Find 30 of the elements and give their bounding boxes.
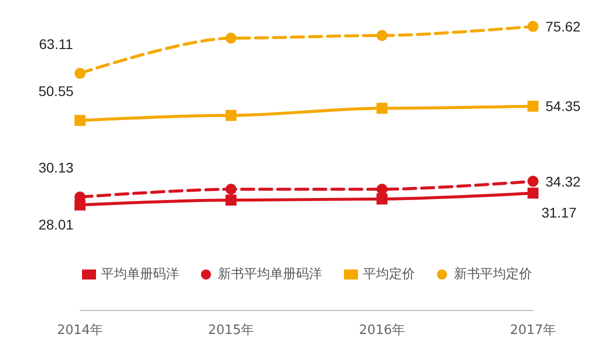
point [376,184,388,195]
point [528,176,538,187]
point [528,188,538,199]
x-tick-label: 2017年 [510,323,556,338]
point [226,110,236,121]
x-tick-label: 2016年 [358,323,406,338]
legend-label: 平均定价 [363,267,415,282]
data-label: 28.01 [38,216,74,232]
point [226,184,236,195]
legend-label: 新书平均单册码洋 [218,267,322,282]
point [376,194,388,204]
legend-label: 平均单册码洋 [101,267,179,282]
point [74,68,86,79]
data-label: 63.11 [39,36,74,52]
data-label: 75.62 [546,18,581,34]
x-tick-label: 2015年 [208,323,254,338]
point [528,20,538,32]
point [376,30,388,41]
data-label: 54.35 [546,98,581,114]
x-tick-label: 2014年 [56,323,104,338]
point [376,102,388,114]
data-label: 30.13 [38,160,74,176]
point [226,32,236,44]
point [226,194,236,206]
legend-label: 新书平均定价 [454,267,532,282]
data-label: 34.32 [546,173,581,190]
data-label: 50.55 [38,82,74,99]
point [528,100,538,112]
data-label: 31.17 [541,204,577,221]
point [74,114,86,126]
